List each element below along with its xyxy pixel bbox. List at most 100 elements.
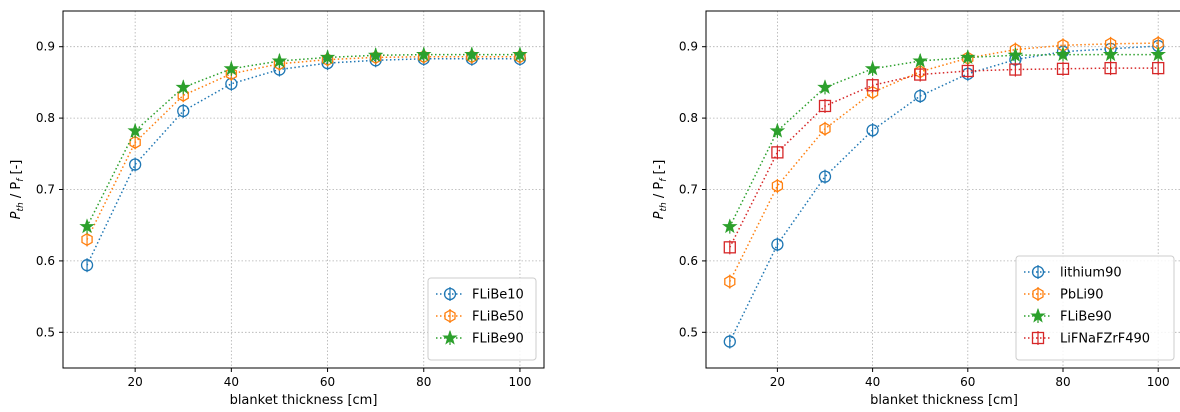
- x-tick-label: 80: [416, 375, 431, 389]
- legend-marker: [1030, 307, 1046, 323]
- data-point: [960, 49, 976, 64]
- legend-label: FLiBe90: [472, 332, 524, 347]
- data-point: [961, 64, 974, 78]
- y-axis-label-part: / P: [652, 182, 667, 203]
- y-tick-label: 0.5: [36, 325, 55, 339]
- y-tick-label: 0.8: [679, 111, 698, 125]
- data-point: [175, 79, 191, 95]
- data-point: [723, 241, 736, 254]
- legend-marker: [443, 287, 457, 301]
- x-tick-label: 60: [960, 375, 975, 389]
- data-point: [769, 122, 786, 138]
- y-tick-label: 0.6: [679, 254, 698, 268]
- legend-marker: [442, 329, 458, 345]
- data-point: [914, 89, 927, 103]
- x-tick-label: 100: [508, 375, 531, 389]
- y-axis-label-part: [-]: [9, 160, 24, 179]
- y-tick-label: 0.9: [679, 40, 698, 54]
- data-point: [819, 122, 831, 136]
- data-point: [1055, 46, 1071, 62]
- x-tick-label: 40: [224, 375, 239, 389]
- legend-label: LiFNaFZrF490: [1060, 332, 1150, 347]
- data-point: [818, 99, 832, 113]
- y-axis-label-part: / P: [9, 182, 24, 203]
- legend: lithium90 PbLi90 FLiBe90 LiFNaFZrF490: [1015, 255, 1175, 361]
- legend-item: FLiBe50: [436, 309, 524, 325]
- legend-marker: [1032, 287, 1044, 301]
- series-line: [86, 55, 520, 240]
- data-point: [225, 67, 238, 81]
- legend-box: [427, 277, 537, 361]
- legend-item: lithium90: [1024, 265, 1122, 281]
- data-point: [818, 170, 832, 183]
- series-FLiBe90: [722, 46, 1166, 234]
- data-point: [1056, 62, 1070, 75]
- y-axis-label: Pth / Pf [-]: [9, 160, 26, 220]
- x-tick-label: 100: [1147, 375, 1170, 389]
- legend-item: FLiBe90: [1024, 307, 1112, 325]
- data-point: [1150, 46, 1166, 62]
- series-PbLi90: [724, 36, 1164, 289]
- series-FLiBe50: [81, 49, 526, 247]
- data-point: [864, 60, 881, 76]
- x-tick-label: 20: [770, 375, 785, 389]
- series-FLiBe10: [80, 51, 527, 273]
- y-axis-label-part: P: [9, 211, 24, 219]
- legend-marker: [1031, 331, 1045, 345]
- y-axis-label-part: P: [652, 211, 667, 219]
- legend-label: PbLi90: [1060, 288, 1104, 303]
- data-point: [866, 79, 879, 92]
- data-point: [1007, 47, 1024, 62]
- y-tick-label: 0.7: [679, 183, 698, 197]
- legend-marker: [444, 309, 456, 323]
- data-point: [127, 122, 143, 138]
- y-tick-label: 0.8: [36, 111, 55, 125]
- x-tick-label: 60: [320, 375, 335, 389]
- data-point: [771, 146, 784, 159]
- series-line: [729, 42, 1159, 282]
- x-tick-label: 40: [865, 375, 880, 389]
- y-axis-label-part: f: [659, 177, 669, 182]
- data-point: [177, 104, 190, 118]
- data-point: [1104, 61, 1117, 75]
- y-axis-label-part: th: [659, 202, 669, 212]
- legend-label: FLiBe90: [1060, 310, 1112, 325]
- data-point: [724, 275, 736, 289]
- x-tick-label: 80: [1055, 375, 1070, 389]
- legend: FLiBe10 FLiBe50 FLiBe90: [427, 277, 537, 361]
- x-axis-label: blanket thickness [cm]: [230, 393, 378, 408]
- data-point: [271, 52, 288, 68]
- data-point: [128, 158, 142, 171]
- data-point: [223, 60, 240, 76]
- series-line: [86, 58, 520, 266]
- series-LiFNaFZrF490: [723, 61, 1165, 255]
- data-point: [80, 259, 94, 272]
- y-tick-label: 0.6: [36, 254, 55, 268]
- data-point: [912, 52, 928, 68]
- legend-label: FLiBe10: [472, 288, 524, 303]
- legend-marker: [1031, 265, 1045, 279]
- data-point: [1152, 61, 1165, 75]
- chart-panel-1: 20 40 60 80 100 0.5 0.6 0.7 0.8 0.9 blanket thickn…: [9, 10, 545, 408]
- legend-item: PbLi90: [1024, 287, 1104, 303]
- legend-label: lithium90: [1060, 266, 1122, 281]
- series-line: [729, 53, 1159, 227]
- legend-item: FLiBe90: [436, 329, 524, 347]
- data-point: [1009, 63, 1022, 76]
- chart-panel-2: 20 40 60 80 100 0.5 0.6 0.7 0.8 0.9 blanket thickn…: [652, 10, 1180, 408]
- legend-label: FLiBe50: [472, 310, 524, 325]
- series-line: [729, 67, 1159, 248]
- data-point: [771, 238, 784, 251]
- data-point: [367, 47, 384, 62]
- data-point: [722, 218, 738, 234]
- data-point: [1102, 46, 1119, 62]
- data-point: [771, 179, 784, 193]
- series-FLiBe90: [79, 46, 528, 234]
- y-tick-label: 0.5: [679, 325, 698, 339]
- series-line: [86, 53, 520, 227]
- data-point: [817, 79, 833, 94]
- data-point: [512, 46, 528, 62]
- y-tick-label: 0.7: [36, 183, 55, 197]
- y-axis-label-part: f: [16, 177, 26, 182]
